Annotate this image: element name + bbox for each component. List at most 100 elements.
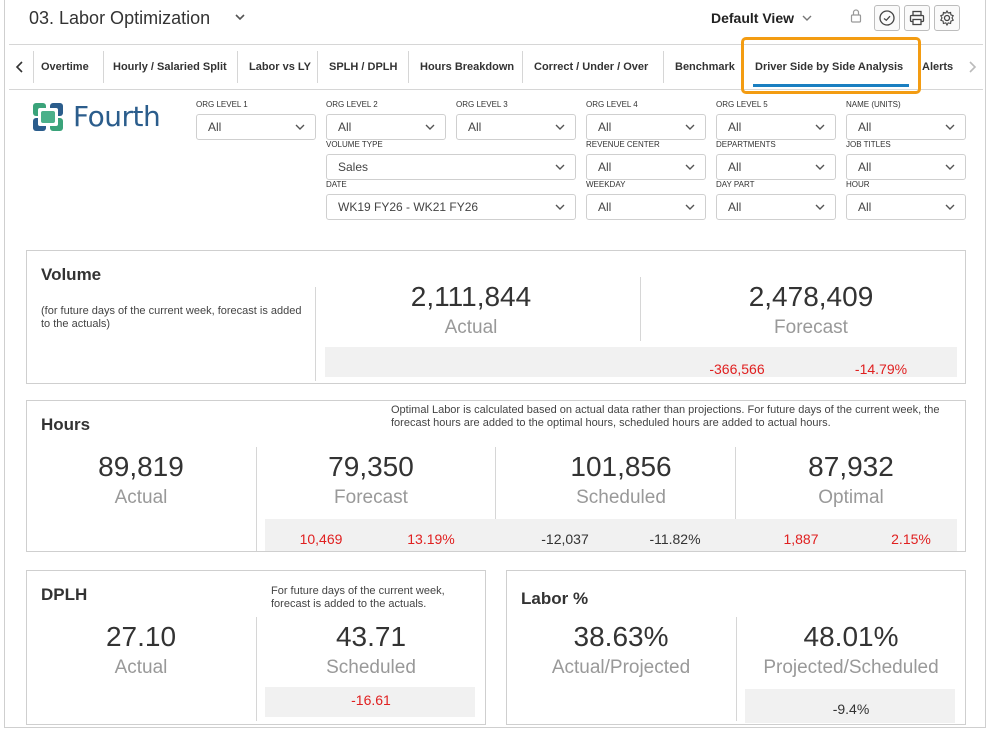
chevron-down-icon <box>555 204 565 210</box>
labor-projected-scheduled-label: Projected/Scheduled <box>763 657 939 678</box>
org-level-5-value: All <box>728 120 742 134</box>
hours-diff-strip <box>265 519 957 551</box>
tab-bar: Overtime Hourly / Salaried Split Labor v… <box>9 44 983 90</box>
chevron-down-icon <box>815 204 825 210</box>
chevron-down-icon[interactable] <box>233 10 247 24</box>
filter-label-departments: DEPARTMENTS <box>716 140 776 149</box>
job-titles-select[interactable]: All <box>846 154 966 180</box>
labor-actual-projected-value: 38.63% <box>573 621 669 652</box>
org-level-3-value: All <box>468 120 482 134</box>
departments-select[interactable]: All <box>716 154 836 180</box>
filter-label-org-level-5: ORG LEVEL 5 <box>716 100 768 109</box>
day-part-value: All <box>728 200 742 214</box>
filter-label-weekday: WEEKDAY <box>586 180 626 189</box>
tab-highlight-outline <box>741 37 921 94</box>
tab-benchmark[interactable]: Benchmark <box>675 61 735 73</box>
filter-label-org-level-3: ORG LEVEL 3 <box>456 100 508 109</box>
hours-title: Hours <box>41 415 91 434</box>
job-titles-value: All <box>858 160 872 174</box>
org-level-4-select[interactable]: All <box>586 114 706 140</box>
hours-scheduled-diff: -12,037 <box>541 531 589 547</box>
org-level-4-value: All <box>598 120 612 134</box>
chevron-down-icon <box>685 164 695 170</box>
chevron-down-icon <box>815 164 825 170</box>
volume-card: Volume (for future days of the current w… <box>26 250 966 384</box>
settings-button[interactable] <box>934 5 960 31</box>
hours-optimal-value: 87,932 <box>808 451 894 482</box>
app-frame: 03. Labor Optimization Default View Over… <box>4 0 986 728</box>
labor-pct-title: Labor % <box>521 589 589 608</box>
tab-scroll-right-button[interactable] <box>961 45 983 89</box>
filter-label-org-level-1: ORG LEVEL 1 <box>196 100 248 109</box>
name-units-select[interactable]: All <box>846 114 966 140</box>
chevron-down-icon <box>555 164 565 170</box>
chevron-down-icon <box>295 124 305 130</box>
org-level-1-select[interactable]: All <box>196 114 316 140</box>
chevron-down-icon <box>945 204 955 210</box>
volume-actual-value: 2,111,844 <box>410 281 532 312</box>
date-value: WK19 FY26 - WK21 FY26 <box>338 200 479 214</box>
weekday-select[interactable]: All <box>586 194 706 220</box>
filter-label-job-titles: JOB TITLES <box>846 140 891 149</box>
tab-alerts[interactable]: Alerts <box>922 61 954 73</box>
hour-select[interactable]: All <box>846 194 966 220</box>
volume-diff-strip <box>325 347 957 377</box>
chevron-down-icon[interactable] <box>801 12 813 24</box>
dplh-card: DPLH For future days of the current week… <box>26 570 486 725</box>
logo-text: Fourth <box>73 100 161 133</box>
dplh-note: For future days of the current week, for… <box>271 585 445 610</box>
chevron-down-icon <box>555 124 565 130</box>
volume-diff: -366,566 <box>709 361 765 377</box>
org-level-5-select[interactable]: All <box>716 114 836 140</box>
page-title[interactable]: 03. Labor Optimization <box>29 8 211 28</box>
org-level-3-select[interactable]: All <box>456 114 576 140</box>
org-level-1-value: All <box>208 120 222 134</box>
view-selector[interactable]: Default View <box>711 10 794 26</box>
tab-hourly-salaried-split[interactable]: Hourly / Salaried Split <box>113 61 227 73</box>
hours-scheduled-value: 101,856 <box>570 451 672 482</box>
labor-actual-projected-label: Actual/Projected <box>551 657 691 678</box>
volume-note: (for future days of the current week, fo… <box>41 305 302 330</box>
hours-scheduled-diff-pct: -11.82% <box>649 531 701 547</box>
tab-driver-side-by-side-analysis[interactable]: Driver Side by Side Analysis <box>755 61 904 73</box>
labor-diff: -9.4% <box>832 701 870 717</box>
org-level-2-select[interactable]: All <box>326 114 446 140</box>
dplh-actual-value: 27.10 <box>105 621 177 652</box>
hours-optimal-diff: 1,887 <box>783 531 819 547</box>
schedule-button[interactable] <box>874 5 900 31</box>
filter-label-revenue-center: REVENUE CENTER <box>586 140 660 149</box>
hours-forecast-diff-pct: 13.19% <box>407 531 455 547</box>
filter-label-name-units: NAME (UNITS) <box>846 100 901 109</box>
departments-value: All <box>728 160 742 174</box>
volume-title: Volume <box>41 265 102 284</box>
tab-splh-dplh[interactable]: SPLH / DPLH <box>329 61 398 73</box>
chevron-down-icon <box>945 124 955 130</box>
date-select[interactable]: WK19 FY26 - WK21 FY26 <box>326 194 576 220</box>
day-part-select[interactable]: All <box>716 194 836 220</box>
hours-actual-label: Actual <box>114 487 168 508</box>
chevron-down-icon <box>425 124 435 130</box>
hours-forecast-label: Forecast <box>334 487 408 508</box>
filter-label-hour: HOUR <box>846 180 870 189</box>
hours-optimal-label: Optimal <box>818 487 884 508</box>
fourth-logo: Fourth <box>31 100 171 134</box>
dplh-scheduled-value: 43.71 <box>335 621 407 652</box>
volume-type-select[interactable]: Sales <box>326 154 576 180</box>
print-button[interactable] <box>904 5 930 31</box>
revenue-center-select[interactable]: All <box>586 154 706 180</box>
chevron-down-icon <box>945 164 955 170</box>
dplh-scheduled-label: Scheduled <box>326 657 416 678</box>
fourth-logo-mark-icon <box>33 103 63 131</box>
chevron-down-icon <box>685 204 695 210</box>
tab-correct-under-over[interactable]: Correct / Under / Over <box>534 61 649 73</box>
header: 03. Labor Optimization Default View <box>5 0 985 38</box>
hour-value: All <box>858 200 872 214</box>
chevron-right-icon <box>969 61 977 73</box>
tab-scroll-left-button[interactable] <box>9 45 31 89</box>
filter-label-volume-type: VOLUME TYPE <box>326 140 383 149</box>
tab-hours-breakdown[interactable]: Hours Breakdown <box>420 61 515 73</box>
tab-overtime[interactable]: Overtime <box>41 61 89 73</box>
clock-icon <box>879 10 895 26</box>
dplh-title: DPLH <box>41 585 88 604</box>
tab-labor-vs-ly[interactable]: Labor vs LY <box>249 61 311 73</box>
